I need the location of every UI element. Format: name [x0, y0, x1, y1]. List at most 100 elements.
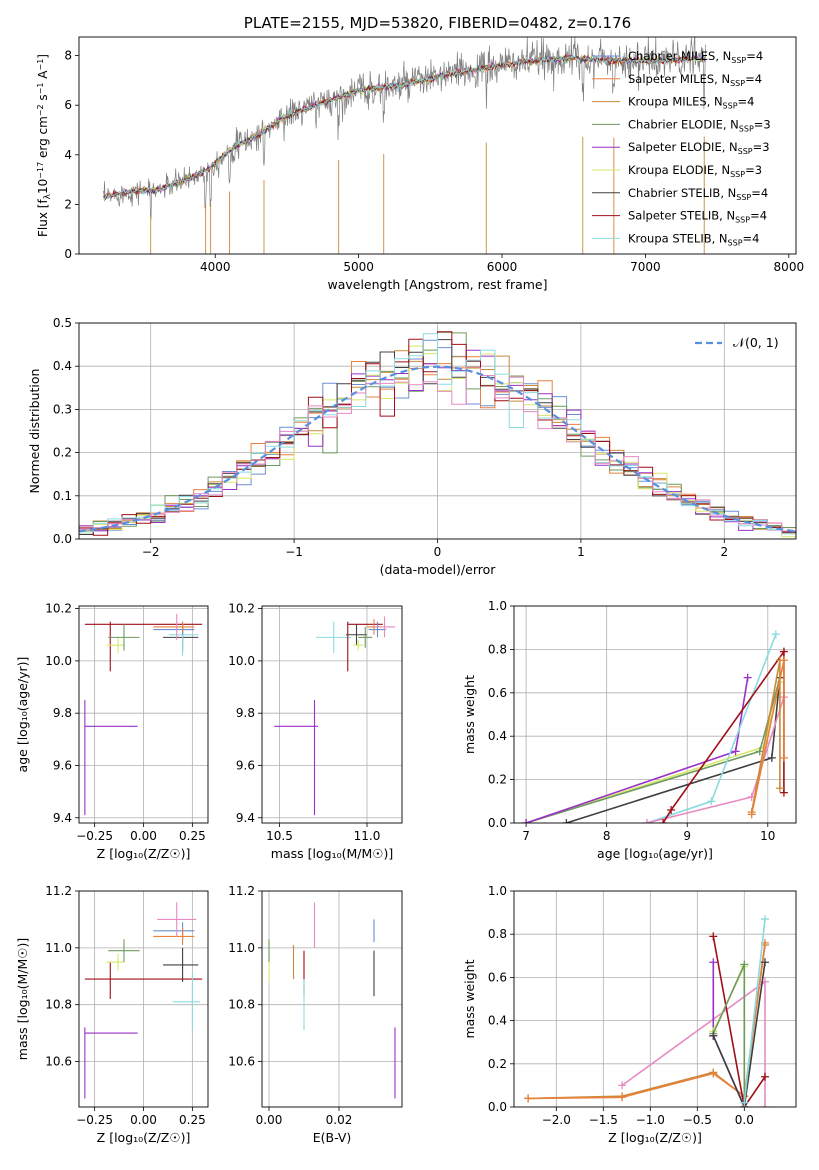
y-tick-label: 10.2: [228, 602, 255, 616]
plot-area-6: [262, 891, 402, 1107]
errorbar-point: [274, 700, 318, 816]
x-tick-label: −0.5: [683, 1113, 712, 1127]
plus-marker: [618, 1093, 627, 1102]
legend-entry: Salpeter STELIB, NSSP=4: [628, 209, 767, 225]
legend-entry: Chabrier ELODIE, NSSP=3: [628, 117, 771, 133]
x-tick-label: 11.0: [354, 829, 381, 843]
legend-entry: Salpeter MILES, NSSP=4: [628, 72, 762, 88]
axes-6: 0.00 0.02 10.6 10.8 11.0 11.2 E(B-V): [228, 884, 403, 1145]
y-tick-label: 0.0: [488, 1100, 507, 1114]
x-axis-label: Z [log₁₀(Z/Z☉)]: [97, 846, 191, 861]
x-tick-label: 10.5: [266, 829, 293, 843]
plus-marker: [659, 819, 668, 823]
errorbar-point: [353, 639, 364, 651]
plot-area-0: [103, 37, 707, 254]
x-tick-label: 9: [683, 829, 691, 843]
model-line-8: [103, 53, 706, 201]
weight-line-1: [525, 677, 781, 823]
normal-curve: [79, 365, 796, 533]
x-tick-label: 0.25: [179, 829, 206, 843]
plus-marker: [779, 788, 788, 797]
y-tick-label: 0.8: [488, 927, 507, 941]
plot-area-4: [514, 606, 796, 823]
x-tick-label: 0.00: [130, 829, 157, 843]
y-axis-label: mass weight: [462, 675, 477, 754]
x-axis-label: age [log₁₀(age/yr)]: [597, 846, 713, 861]
x-tick-label: −1.0: [636, 1113, 665, 1127]
y-tick-label: 10.6: [228, 1055, 255, 1069]
x-tick-label: 1: [577, 545, 585, 559]
axes-2: −0.25 0.00 0.25 9.4 9.6 9.8 10.0 10.2 Z [log₁₀(Z…: [15, 602, 209, 861]
y-tick-label: 10.2: [45, 602, 72, 616]
axes-5: −0.25 0.00 0.25 10.6 10.8 11.0 11.2 Z [log₁₀(Z/…: [15, 884, 209, 1145]
y-tick-label: 9.8: [53, 706, 72, 720]
legend-entry: 𝒩(0, 1): [733, 335, 779, 350]
plot-area-7: [514, 891, 796, 1107]
x-tick-label: 8000: [774, 260, 805, 274]
y-tick-label: 2: [64, 197, 72, 211]
y-tick-label: 9.4: [236, 811, 255, 825]
errorbar-point: [157, 902, 197, 937]
x-axis-label: mass [log₁₀(M/M☉)]: [271, 846, 393, 861]
y-tick-label: 9.4: [53, 811, 72, 825]
y-tick-label: 0.3: [53, 402, 72, 416]
axes-frame: [261, 890, 403, 1108]
x-tick-label: −1: [285, 545, 303, 559]
plus-marker: [767, 753, 776, 762]
plus-marker: [779, 753, 788, 762]
x-tick-label: 0.0: [735, 1113, 754, 1127]
plus-marker: [709, 932, 718, 941]
y-tick-label: 0.2: [53, 446, 72, 460]
plus-marker: [522, 819, 531, 823]
errorbar-point: [84, 1027, 138, 1099]
plus-marker: [642, 819, 651, 823]
x-tick-label: 0.00: [256, 1113, 283, 1127]
y-tick-label: 10.6: [45, 1055, 72, 1069]
plus-marker: [747, 810, 756, 819]
errorbar-point: [346, 624, 367, 646]
axes-frame: [513, 890, 797, 1108]
x-tick-label: −2: [142, 545, 160, 559]
x-axis-label: (data-model)/error: [380, 562, 497, 577]
x-tick-label: 7000: [630, 260, 661, 274]
axes-1: −2 −1 0 1 2 0.0 0.1 0.2 0.3 0.4 0.5 (data-model)/er…: [27, 316, 797, 577]
y-tick-label: 0.1: [53, 489, 72, 503]
y-tick-label: 0.5: [53, 316, 72, 330]
y-tick-label: 10.0: [45, 654, 72, 668]
plot-area-5: [79, 891, 208, 1107]
legend-entry: Salpeter ELODIE, NSSP=3: [628, 140, 770, 156]
y-tick-label: 9.6: [53, 758, 72, 772]
weight-line-5: [712, 966, 746, 1107]
errorbar-point: [153, 621, 195, 633]
y-tick-label: 9.8: [236, 706, 255, 720]
histogram-step-8: [79, 333, 796, 535]
errorbar-point: [163, 624, 199, 651]
plus-marker: [524, 1094, 533, 1103]
legend-entry: Chabrier STELIB, NSSP=4: [628, 186, 768, 202]
x-axis-label: Z [log₁₀(Z/Z☉)]: [97, 1130, 191, 1145]
y-tick-label: 0.4: [488, 729, 507, 743]
plot-area-2: [79, 606, 208, 823]
plus-marker: [709, 958, 718, 967]
y-tick-label: 0.0: [488, 816, 507, 830]
plus-marker: [760, 958, 769, 967]
axes-4: 7 8 9 10 0.0 0.2 0.4 0.6 0.8 1.0 age [log₁₀(age/yr…: [462, 599, 797, 861]
plot-area-3: [262, 606, 402, 823]
plus-marker: [707, 797, 716, 806]
errorbar-point: [108, 939, 140, 963]
plus-marker: [740, 960, 749, 969]
y-tick-label: 6: [64, 98, 72, 112]
plus-marker: [760, 1103, 769, 1107]
x-tick-label: 10: [760, 829, 775, 843]
y-tick-label: 8: [64, 49, 72, 63]
plus-marker: [740, 1098, 749, 1107]
y-tick-label: 0.4: [53, 359, 72, 373]
y-tick-label: 1.0: [488, 599, 507, 613]
histogram-step-9: [79, 367, 796, 532]
y-tick-label: 10.8: [45, 998, 72, 1012]
axes-0: 4000 5000 6000 7000 8000 0 2 4 6 8 wavelength [Ang…: [36, 14, 804, 292]
plus-marker: [667, 805, 676, 814]
y-tick-label: 11.0: [228, 941, 255, 955]
x-tick-label: 2: [720, 545, 728, 559]
